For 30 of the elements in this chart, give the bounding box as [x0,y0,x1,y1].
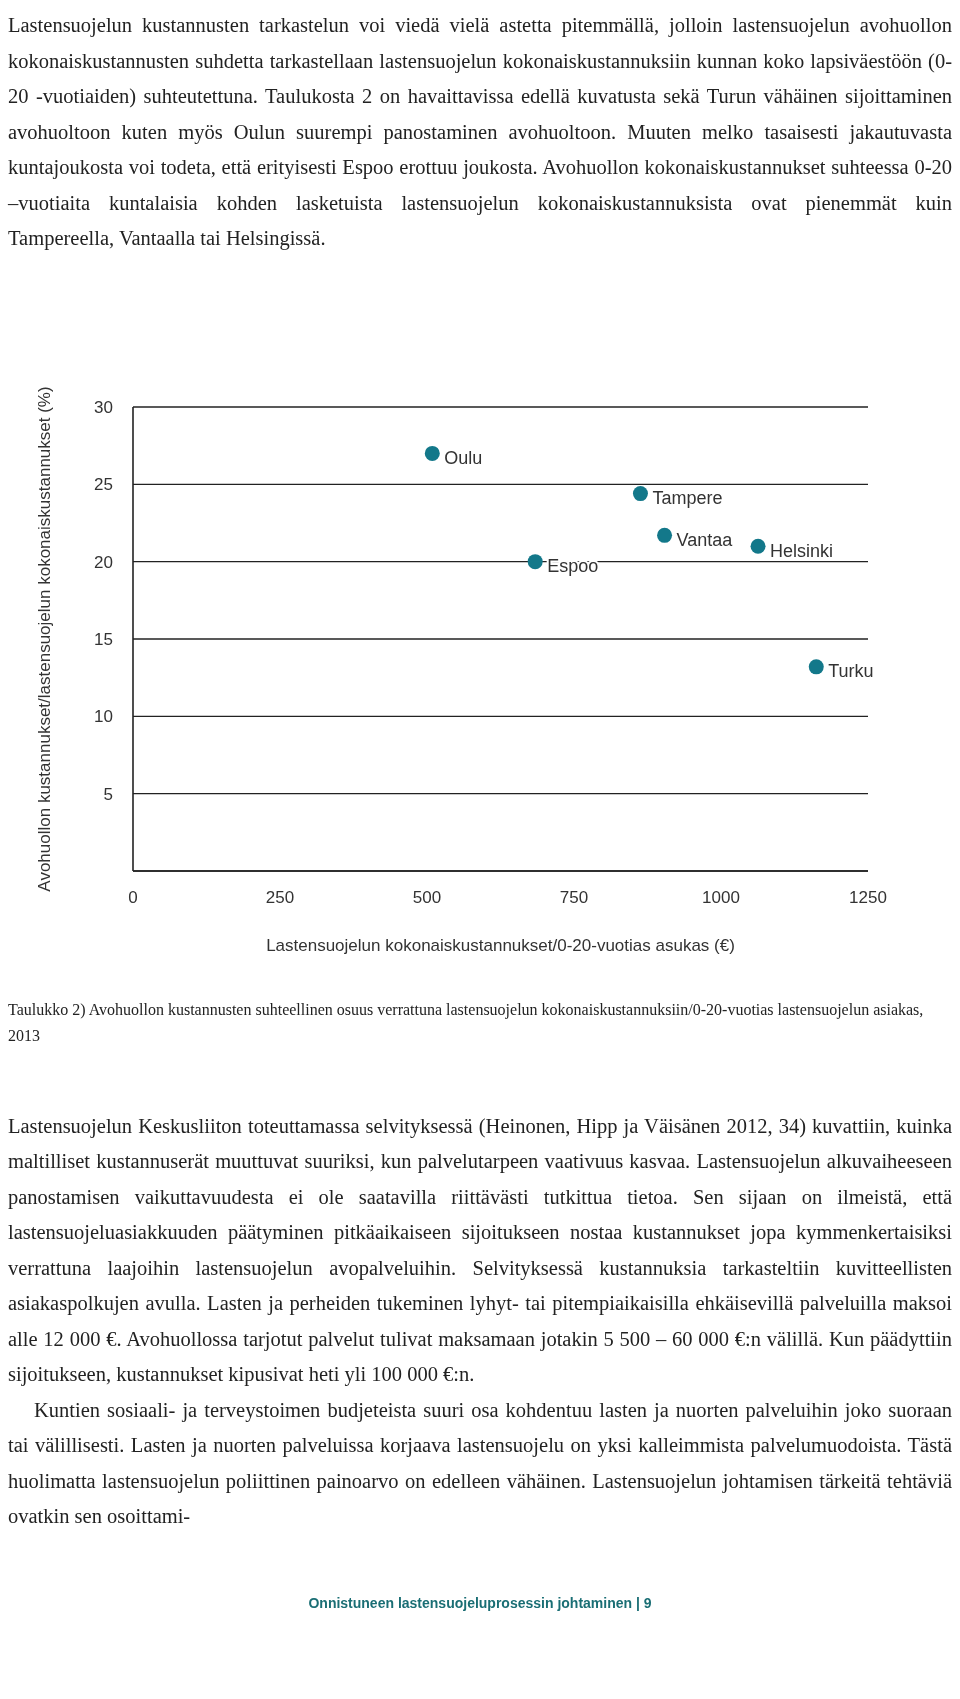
x-tick-label: 1250 [849,887,887,907]
text: Lastensuojelun Keskusliiton toteuttamassa selvityksessä (Heinonen, Hipp ja Väisänen 2012, 34) kuvattiin, kuinka maltilliset kustannuserät muuttuvat suuriksi, kun palvelutarpeen vaativuus kasvaa. Lastensuojelun alkuvaiheeseen panostamisen vaikuttavuudesta ei ole saatavilla riittävästi tutkittua tietoa. Sen sijaan on ilmeistä, että lastensuojeluasiakkuuden päätyminen pitkäaikaiseen sijoitukseen nostaa kustannukset jopa kymmenkertaisiksi verrattuna laajoihin lastensuojelun avopalveluihin. Selvityksessä kustannuksia tarkasteltiin kuvitteellisten asiakaspolkujen avulla. Lasten ja perheiden tukeminen lyhyt- tai pitempiaikaisilla ehkäisevillä palveluilla maksoi alle 12 000 €. Avohuollossa tarjotut palvelut tulivat maksamaan jotakin 5 500 – 60 000 €:n välillä. Kun päädyttiin sijoitukseen, kustannukset kipusivat heti yli 100 000 €:n. [8,1113,952,1388]
y-tick-label: 20 [94,552,113,572]
x-tick-label: 1000 [702,887,740,907]
x-tick-label: 0 [128,887,138,907]
y-tick-label: 25 [94,474,113,494]
text: Kuntien sosiaali- ja terveystoimen budjeteista suuri osa kohdentuu lasten ja nuorten palveluihin joko suoraan tai välillisesti. Lasten ja nuorten palveluissa korjaava lastensuojelu on yksi kalleimmista palvelumuodoista. Tästä huolimatta lastensuojelun poliittinen painoarvo on edelleen vähäinen. Lastensuojelun johtamisen tärkeitä tehtäviä ovatkin sen osoittami- [8,1397,952,1529]
text: Lastensuojelun kustannusten tarkastelun voi viedä vielä astetta pitemmällä, jolloin lastensuojelun avohuollon kokonaiskustannusten suhdetta tarkastellaan lastensuojelun kokonaiskustannuksiin kunnan koko lapsiväestöön (0-20 -vuotiaiden) suhteutettuna. Taulukosta 2 on havaittavissa edellä kuvatusta sekä Turun vähäinen sijoittaminen avohuoltoon kuten myös Oulun suurempi panostaminen avohuoltoon. Muuten melko tasaisesti jakautuvasta kuntajoukosta voi todeta, että erityisesti Espoo erottuu joukosta. Avohuollon kokonaiskustannukset suhteessa 0-20 –vuotiaita kuntalaisia kohden lasketuista lastensuojelun kokonaiskustannuksista ovat pienemmät kuin Tampereella, Vantaalla tai Helsingissä. [8,13,952,252]
y-tick-label: 10 [94,706,113,726]
point [750,538,766,554]
text: Taulukko 2) Avohuollon kustannusten suhteellinen osuus verrattuna lastensuojelun kokonaiskustannuksiin/0-20-vuotias lastensuojelun asiakas, 2013 [8,999,925,1046]
x-tick-label: 750 [559,887,589,907]
point [808,658,824,674]
x-axis-title: Lastensuojelun kokonaiskustannukset/0-20-vuotias asukas (€) [266,935,735,955]
point [527,553,543,569]
y-tick-label: 30 [94,397,113,417]
x-tick-label: 250 [265,887,295,907]
annotation: Oulu [444,447,483,468]
point [632,485,648,501]
x-tick-label: 500 [412,887,442,907]
y-tick-label: 15 [94,629,113,649]
annotation: Turku [828,660,874,681]
annotation: Vantaa [676,529,734,550]
point [657,527,673,543]
y-axis-title: Avohuollon kustannukset/lastensuojelun kokonaiskustannukset (%) [34,385,54,892]
text: Onnistuneen lastensuojeluprosessin johtaminen | 9 [307,1594,653,1611]
annotation: Helsinki [770,540,834,561]
point [424,445,440,461]
annotation: Tampere [652,487,723,508]
y-tick-label: 5 [103,784,113,804]
